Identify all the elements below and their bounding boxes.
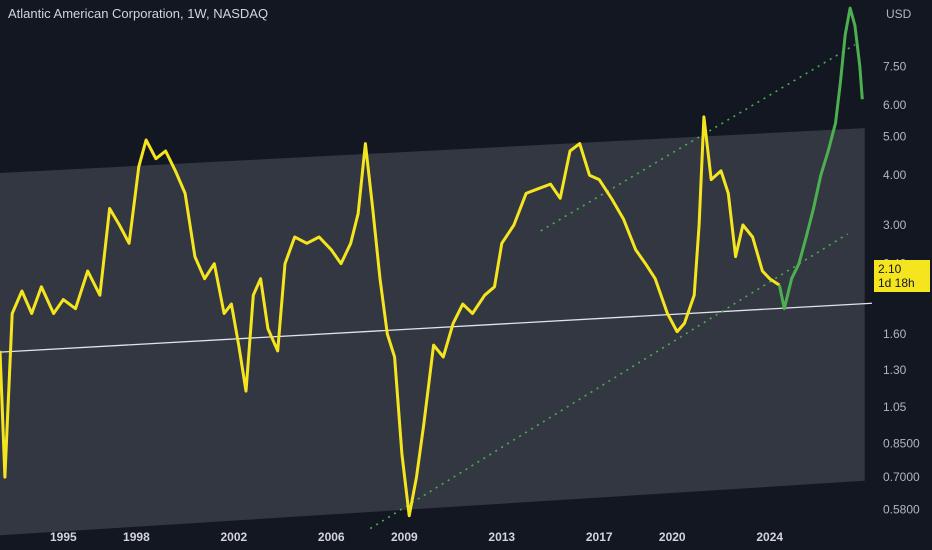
x-tick-label: 2020: [659, 530, 686, 544]
x-tick-label: 2009: [391, 530, 418, 544]
y-tick-label: 3.00: [883, 218, 907, 232]
chart-title: Atlantic American Corporation, 1W, NASDA…: [8, 6, 269, 21]
currency-label: USD: [886, 7, 912, 21]
trendline-lower: [369, 233, 849, 530]
x-tick-label: 1995: [50, 530, 77, 544]
x-axis: 1995 1998 2002 2006 2009 2013 2017 2020 2024: [50, 530, 783, 544]
y-tick-label: 6.00: [883, 98, 907, 112]
y-axis: 7.506.005.004.003.002.401.601.301.050.85…: [883, 59, 920, 516]
bar-countdown: 1d 18h: [878, 276, 915, 290]
price-series-line: [0, 115, 781, 518]
x-tick-label: 2006: [318, 530, 345, 544]
y-tick-label: 1.05: [883, 400, 907, 414]
projection-series-line: [777, 6, 864, 311]
x-tick-label: 2013: [488, 530, 515, 544]
trendline-upper: [540, 43, 856, 232]
last-price-badge: 2.10 1d 18h: [874, 260, 930, 292]
y-tick-label: 4.00: [883, 168, 907, 182]
x-tick-label: 2002: [220, 530, 247, 544]
y-tick-label: 0.5800: [883, 503, 920, 517]
x-tick-label: 1998: [123, 530, 150, 544]
y-tick-label: 5.00: [883, 130, 907, 144]
last-price-value: 2.10: [878, 262, 902, 276]
y-tick-label: 1.60: [883, 327, 907, 341]
y-tick-label: 1.30: [883, 363, 907, 377]
x-tick-label: 2017: [586, 530, 613, 544]
y-tick-label: 0.7000: [883, 470, 920, 484]
channel-midline: [0, 302, 873, 353]
x-tick-label: 2024: [756, 530, 783, 544]
y-tick-label: 0.8500: [883, 436, 920, 450]
y-tick-label: 7.50: [883, 59, 907, 73]
regression-channel: [0, 128, 865, 536]
